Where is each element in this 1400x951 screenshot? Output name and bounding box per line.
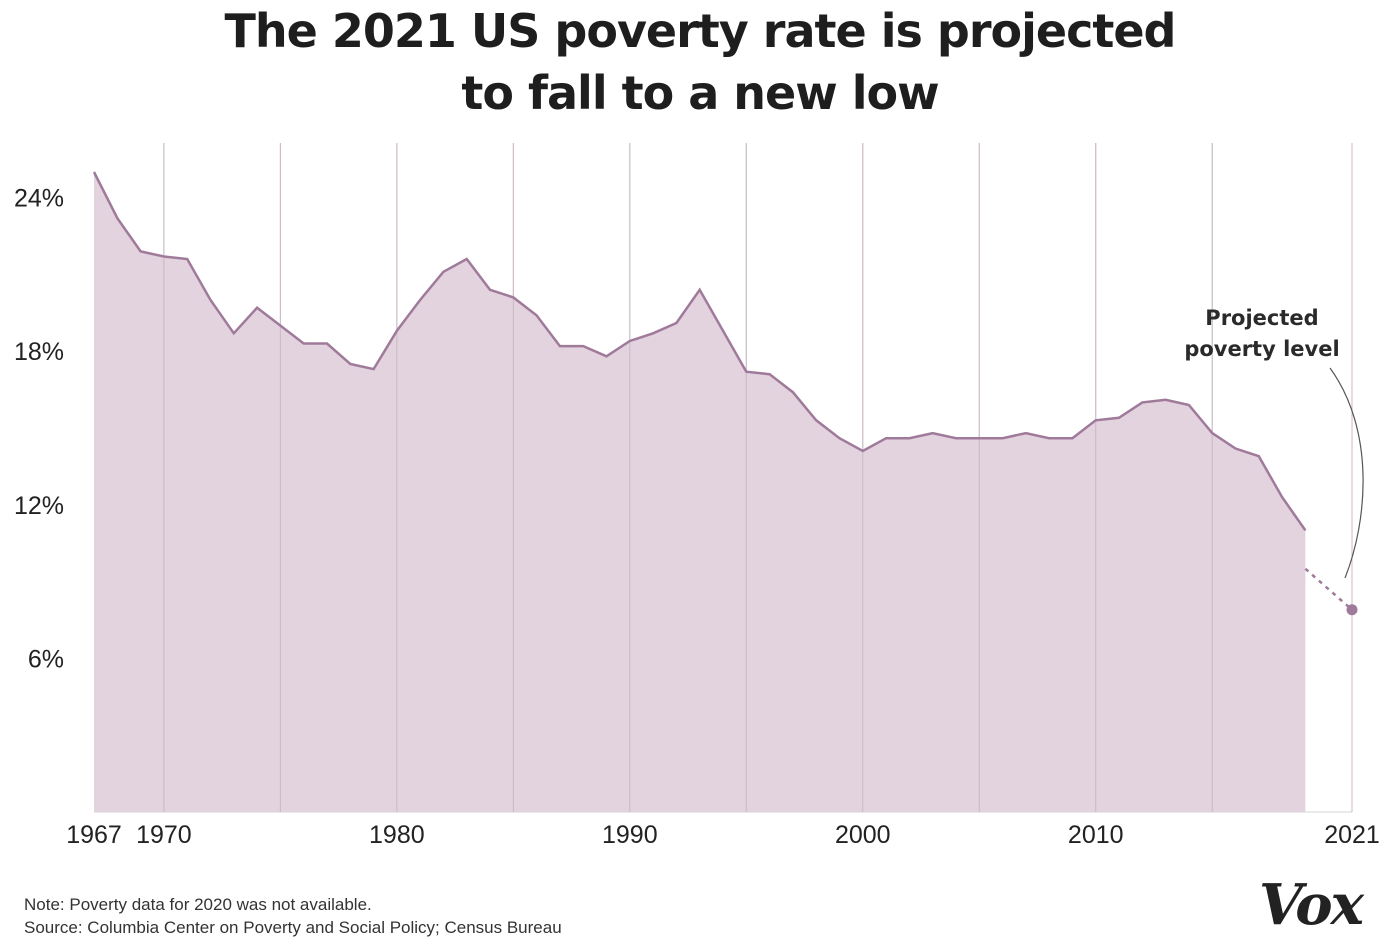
- x-tick-label-1980: 1980: [369, 821, 425, 849]
- chart-title-line-1: The 2021 US poverty rate is projected: [224, 4, 1177, 58]
- x-tick-label-2000: 2000: [835, 821, 891, 849]
- poverty-area-fill: [94, 172, 1306, 812]
- chart-title: The 2021 US poverty rate is projected to…: [0, 0, 1400, 124]
- y-tick-label-12: 12%: [14, 492, 64, 520]
- y-axis-ticks: 6% 12% 18% 24%: [14, 185, 64, 674]
- annotation-line-2: poverty level: [1184, 337, 1339, 361]
- source-text: Source: Columbia Center on Poverty and S…: [24, 918, 562, 937]
- projection-group: [1304, 567, 1358, 616]
- projection-annotation: Projected poverty level: [1184, 306, 1364, 579]
- x-axis-ticks: 1967 1970 1980 1990 2000 2010 2021: [66, 821, 1380, 849]
- y-tick-label-6: 6%: [28, 645, 64, 673]
- x-tick-label-1970: 1970: [136, 821, 192, 849]
- x-tick-label-1967: 1967: [66, 821, 122, 849]
- projection-dotted-line: [1304, 567, 1353, 611]
- gridlines-overlay: [163, 143, 1353, 812]
- projection-point: [1346, 604, 1358, 616]
- annotation-connector: [1329, 367, 1364, 579]
- vox-logo: Vox: [1258, 872, 1364, 938]
- y-tick-label-24: 24%: [14, 185, 64, 213]
- chart-title-line-2: to fall to a new low: [461, 66, 939, 120]
- x-tick-label-2010: 2010: [1068, 821, 1124, 849]
- x-tick-label-2021: 2021: [1324, 821, 1380, 849]
- x-tick-label-1990: 1990: [602, 821, 658, 849]
- annotation-line-1: Projected: [1205, 306, 1318, 330]
- y-tick-label-18: 18%: [14, 338, 64, 366]
- poverty-rate-line: [92, 171, 1307, 532]
- note-text: Note: Poverty data for 2020 was not avai…: [24, 895, 372, 914]
